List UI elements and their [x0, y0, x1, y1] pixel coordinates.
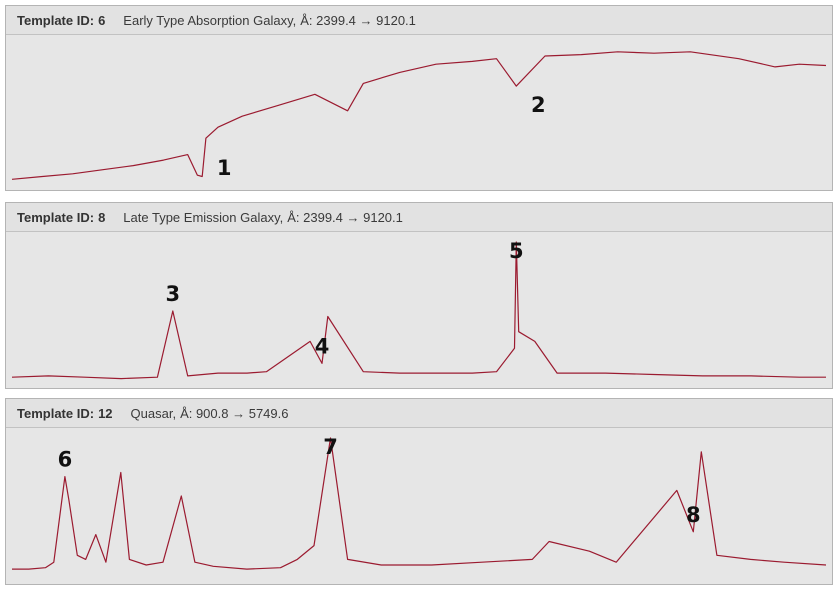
spectrum-plot: 6 7 8: [12, 435, 827, 570]
line-marker-5: 5: [509, 239, 524, 263]
spectrum-line: [11, 241, 826, 380]
panel-header: Template ID: 12 Quasar, Å: 900.8 → 5749.…: [6, 399, 832, 428]
template-id-label: Template ID:: [17, 209, 95, 225]
template-id-value: 8: [98, 209, 106, 225]
spectrum-line: [11, 51, 827, 180]
line-marker-4: 4: [315, 334, 330, 358]
line-marker-6: 6: [58, 448, 73, 472]
template-name: Early Type Absorption Galaxy,: [123, 12, 297, 28]
spectrum-plot: 3 4 5: [11, 239, 826, 380]
wavelength-range: Å: 2399.4 → 9120.1: [287, 209, 403, 225]
template-id-label: Template ID:: [17, 12, 95, 28]
panel-header: Template ID: 6 Early Type Absorption Gal…: [6, 6, 832, 35]
line-marker-3: 3: [165, 282, 180, 306]
line-marker-7: 7: [323, 435, 338, 459]
line-marker-8: 8: [686, 503, 701, 527]
template-id-value: 6: [98, 12, 106, 28]
spectrum-plot: 12: [11, 51, 827, 180]
wavelength-range: Å: 900.8 → 5749.6: [180, 405, 289, 421]
wavelength-range: Å: 2399.4 → 9120.1: [300, 12, 416, 28]
template-panel-8: Template ID: 8 Late Type Emission Galaxy…: [5, 202, 833, 389]
template-panel-6: Template ID: 6 Early Type Absorption Gal…: [5, 5, 833, 191]
template-name: Late Type Emission Galaxy,: [123, 209, 284, 225]
template-id-label: Template ID:: [17, 405, 95, 421]
line-marker-1: 1: [217, 156, 232, 180]
template-panel-12: Template ID: 12 Quasar, Å: 900.8 → 5749.…: [5, 398, 833, 585]
spectrum-line: [12, 437, 827, 570]
template-name: Quasar,: [130, 405, 177, 421]
line-marker-2: 2: [531, 93, 546, 117]
panel-header: Template ID: 8 Late Type Emission Galaxy…: [6, 203, 832, 232]
template-id-value: 12: [98, 405, 113, 421]
